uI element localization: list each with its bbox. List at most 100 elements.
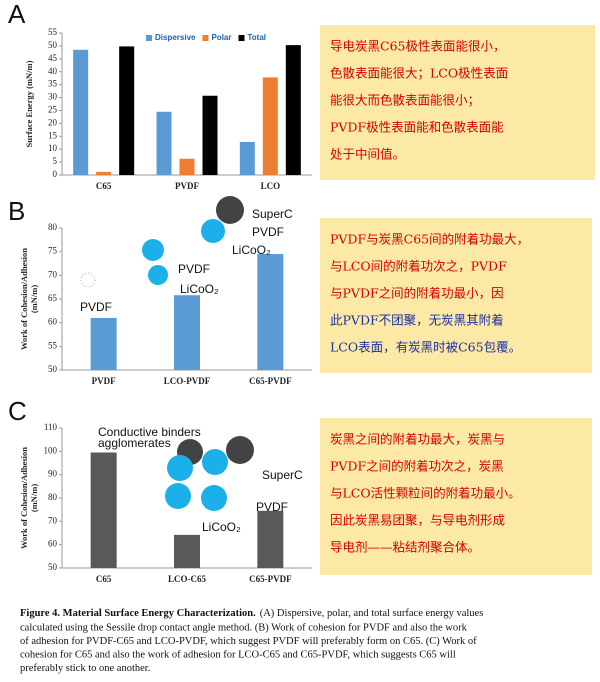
y-tick-label: 50 bbox=[48, 562, 58, 572]
note-line: 导电剂——粘结剂聚合体。 bbox=[330, 540, 480, 555]
bar bbox=[156, 111, 172, 175]
bar bbox=[90, 452, 117, 568]
annotation: agglomerates bbox=[98, 436, 171, 450]
y-tick-label: 65 bbox=[48, 293, 58, 303]
bar bbox=[239, 141, 255, 175]
legend-label: Dispersive bbox=[155, 33, 196, 42]
note-line: 色散表面能很大；LCO极性表面 bbox=[330, 66, 508, 81]
note-line: 能很大而色散表面能很小； bbox=[330, 93, 480, 108]
annotation: SuperC bbox=[252, 207, 293, 221]
note-line: 炭黑之间的附着功最大，炭黑与 bbox=[330, 432, 505, 447]
y-tick-label: 55 bbox=[48, 27, 58, 37]
bar bbox=[262, 77, 278, 175]
y-tick-label: 75 bbox=[48, 246, 58, 256]
y-tick-label: 60 bbox=[48, 317, 58, 327]
x-tick-label: PVDF bbox=[175, 181, 199, 191]
legend-label: Polar bbox=[211, 33, 231, 42]
note-line: 与LCO活性颗粒间的附着功最小。 bbox=[330, 486, 521, 501]
y-tick-label: 50 bbox=[48, 364, 58, 374]
y-tick-label: 50 bbox=[48, 40, 58, 50]
y-tick-label: 5 bbox=[53, 156, 58, 166]
note-line: 导电炭黑C65极性表面能很小， bbox=[330, 39, 505, 54]
panel-label: B bbox=[8, 196, 25, 226]
y-tick-label: 30 bbox=[48, 92, 58, 102]
y-tick-label: 110 bbox=[44, 422, 58, 432]
bar bbox=[73, 49, 89, 176]
y-tick-label: 20 bbox=[48, 117, 58, 127]
y-tick-label: 10 bbox=[48, 143, 58, 153]
y-tick-label: 15 bbox=[48, 130, 58, 140]
annotation: PVDF bbox=[80, 300, 112, 314]
bar bbox=[119, 46, 135, 176]
caption-line: of adhesion for PVDF-C65 and LCO-PVDF, w… bbox=[20, 636, 477, 647]
x-tick-label: C65 bbox=[96, 181, 112, 191]
y-tick-label: 25 bbox=[48, 105, 58, 115]
note-box bbox=[320, 418, 592, 575]
y-tick-label: 80 bbox=[48, 492, 58, 502]
annotation: Conductive binders bbox=[98, 425, 201, 439]
y-tick-label: 90 bbox=[48, 469, 58, 479]
annotation: LiCoO₂ bbox=[180, 282, 219, 296]
annotation: PVDF bbox=[256, 500, 288, 514]
panel-label: C bbox=[8, 396, 27, 426]
legend-swatch bbox=[238, 35, 245, 41]
bar bbox=[96, 171, 112, 175]
bar bbox=[202, 95, 218, 175]
annotation: PVDF bbox=[178, 262, 210, 276]
bar bbox=[257, 254, 284, 370]
y-tick-label: 35 bbox=[48, 79, 58, 89]
annotation: PVDF bbox=[252, 225, 284, 239]
annotation: LiCoO₂ bbox=[232, 243, 271, 257]
x-tick-label: PVDF bbox=[92, 376, 116, 386]
note-box bbox=[320, 25, 595, 180]
x-tick-label: LCO bbox=[261, 181, 281, 191]
bar bbox=[285, 45, 301, 175]
annotation: LiCoO₂ bbox=[202, 520, 241, 534]
y-tick-label: 0 bbox=[53, 169, 58, 179]
note-line: 处于中间值。 bbox=[330, 147, 405, 162]
y-axis-title: Work of Cohesion/Adhesion bbox=[19, 248, 29, 350]
caption-line: cohesion for C65 and also the work of ad… bbox=[20, 649, 456, 660]
caption-line: Figure 4. Material Surface Energy Charac… bbox=[20, 608, 483, 619]
x-tick-label: LCO-PVDF bbox=[164, 376, 211, 386]
note-line: 与LCO间的附着功次之，PVDF bbox=[330, 259, 507, 274]
bar bbox=[90, 317, 117, 370]
x-tick-label: LCO-C65 bbox=[168, 574, 206, 584]
caption-text: (A) Dispersive, polar, and total surface… bbox=[260, 608, 484, 619]
y-tick-label: 45 bbox=[48, 53, 58, 63]
bar bbox=[257, 510, 284, 568]
caption-line: preferably stick to one another. bbox=[20, 663, 150, 674]
caption-title: Figure 4. Material Surface Energy Charac… bbox=[20, 608, 256, 619]
y-tick-label: 60 bbox=[48, 539, 58, 549]
y-tick-label: 70 bbox=[48, 515, 58, 525]
legend-label: Total bbox=[247, 33, 266, 42]
note-box bbox=[320, 218, 592, 373]
annotation: SuperC bbox=[262, 468, 303, 482]
y-axis-title: Work of Cohesion/Adhesion bbox=[19, 447, 29, 549]
y-axis-title: (mN/m) bbox=[29, 484, 39, 512]
bar bbox=[174, 534, 200, 568]
note-line: 此PVDF不团聚，无炭黑其附着 bbox=[330, 313, 504, 328]
caption-line: calculated using the Sessile drop contac… bbox=[20, 622, 468, 633]
legend-swatch bbox=[202, 35, 209, 41]
y-tick-label: 55 bbox=[48, 340, 58, 350]
y-tick-label: 70 bbox=[48, 269, 58, 279]
panel-label: A bbox=[8, 0, 26, 29]
y-tick-label: 100 bbox=[44, 445, 58, 455]
x-tick-label: C65 bbox=[96, 574, 112, 584]
note-line: PVDF与炭黑C65间的附着功最大， bbox=[330, 232, 529, 247]
note-line: LCO表面，有炭黑时被C65包覆。 bbox=[330, 340, 521, 355]
x-tick-label: C65-PVDF bbox=[249, 574, 292, 584]
particles bbox=[80, 196, 254, 511]
legend-swatch bbox=[146, 35, 152, 41]
note-line: 与PVDF之间的附着功最小，因 bbox=[330, 286, 504, 301]
y-tick-label: 80 bbox=[48, 222, 58, 232]
note-line: 因此炭黑易团聚，与导电剂形成 bbox=[330, 513, 505, 528]
note-line: PVDF之间的附着功次之，炭黑 bbox=[330, 459, 504, 474]
bar bbox=[174, 295, 200, 370]
y-axis-title: (mN/m) bbox=[29, 285, 39, 313]
y-tick-label: 40 bbox=[48, 66, 58, 76]
x-tick-label: C65-PVDF bbox=[249, 376, 292, 386]
bar bbox=[179, 158, 195, 175]
